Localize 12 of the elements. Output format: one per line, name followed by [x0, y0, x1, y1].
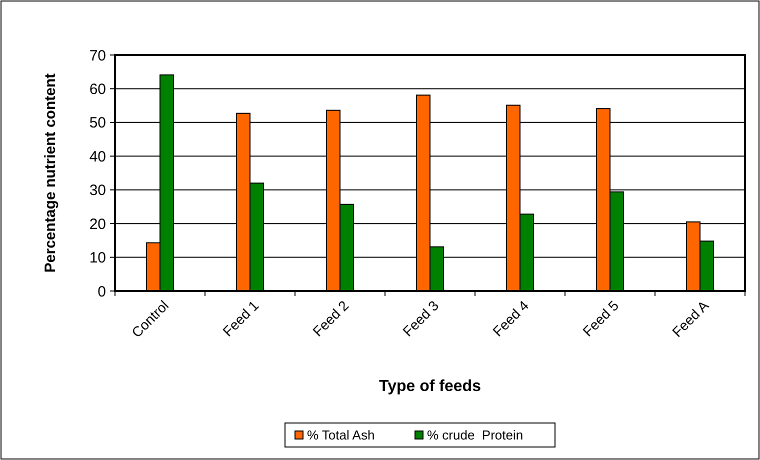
legend-label: % crude Protein	[427, 428, 524, 443]
x-axis-title: Type of feeds	[379, 378, 482, 395]
y-axis-title: Percentage nutrient content	[42, 73, 59, 273]
y-tick-label: 30	[89, 182, 106, 200]
legend-label: % Total Ash	[307, 428, 375, 443]
y-tick-label: 60	[89, 80, 106, 98]
y-tick-label: 0	[98, 283, 106, 300]
y-tick-label: 70	[89, 47, 106, 64]
y-tick-label: 10	[89, 250, 106, 267]
y-tick-label: 20	[89, 216, 106, 233]
y-tick-label: 50	[89, 114, 106, 132]
y-tick-label: 40	[89, 148, 106, 166]
